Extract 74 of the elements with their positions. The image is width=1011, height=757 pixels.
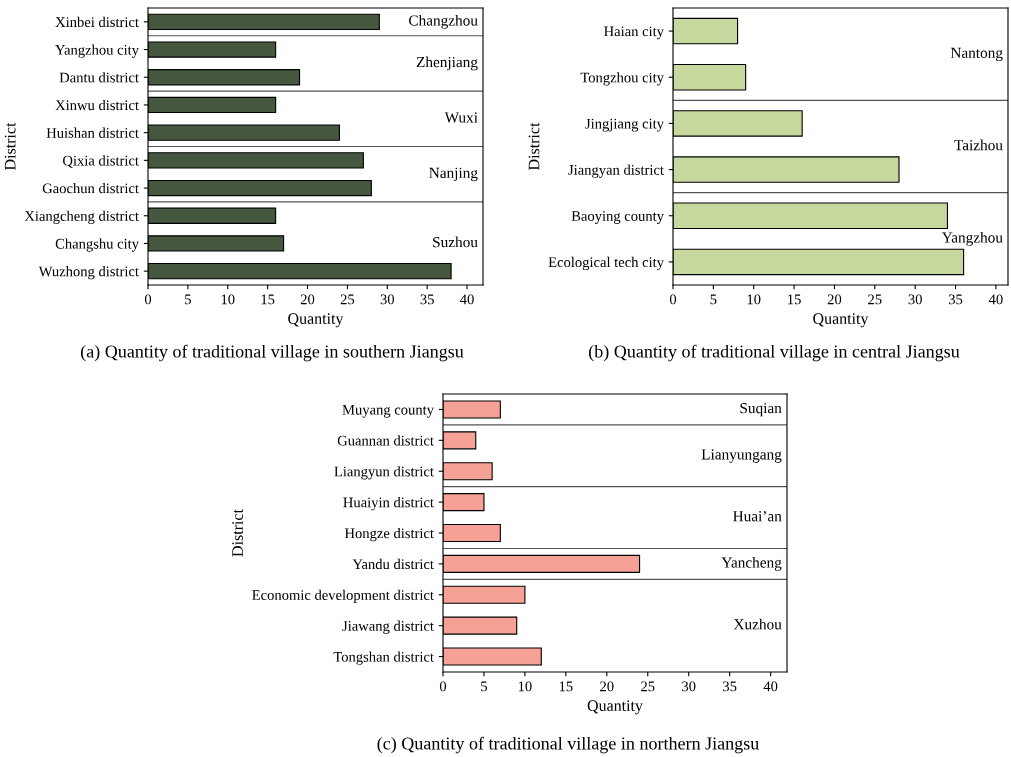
x-tick-label: 40 (460, 294, 474, 305)
x-tick-label: 30 (682, 681, 696, 692)
x-tick-label: 30 (380, 294, 395, 305)
y-tick-label: Hongze district (344, 527, 434, 542)
y-tick-label: Yandu district (352, 558, 434, 570)
annotation: Changzhou (409, 14, 478, 29)
annotation: Zhenjiang (416, 56, 478, 71)
y-tick-label: Yangzhou city (55, 44, 139, 58)
x-tick-label: 10 (747, 294, 761, 305)
y-tick-label: Dantu district (59, 72, 139, 83)
x-tick-label: 30 (908, 294, 922, 305)
annotation: Suzhou (433, 236, 478, 248)
x-tick-label: 20 (600, 681, 614, 692)
y-tick-label: Ecological tech city (548, 256, 664, 271)
x-tick-label: 0 (144, 294, 152, 305)
x-tick-label: 25 (868, 294, 882, 305)
x-axis-title: Quantity (288, 313, 344, 328)
text: (c) Quantity of traditional village in northern Jiangsu (377, 736, 759, 754)
annotation: Yangzhou (941, 231, 1003, 246)
y-tick-label: Jiangyan district (568, 164, 664, 178)
x-axis-title: Quantity (813, 313, 869, 328)
annotation: Nanjing (429, 167, 478, 182)
annotation: Yancheng (721, 556, 782, 571)
annotation: Taizhou (954, 139, 1003, 151)
x-tick-label: 25 (641, 681, 655, 692)
y-tick-label: Xinwu district (55, 99, 139, 111)
y-tick-label: Haian city (604, 26, 664, 40)
text: (a) Quantity of traditional village in southern Jiangsu (80, 344, 464, 362)
x-tick-label: 10 (518, 681, 532, 692)
x-tick-label: 0 (439, 681, 447, 692)
y-tick-label: Xiangcheng district (24, 210, 139, 224)
y-axis-title: District (528, 122, 540, 170)
y-tick-label: Economic development district (252, 589, 434, 603)
annotation: Wuxi (444, 112, 478, 123)
y-tick-label: Wuzhong district (38, 266, 139, 280)
x-tick-label: 35 (420, 294, 434, 305)
x-tick-label: 0 (669, 294, 677, 305)
x-tick-label: 35 (948, 294, 963, 305)
y-tick-label: Huaiyin district (343, 497, 434, 511)
x-tick-label: 40 (763, 681, 778, 692)
x-tick-label: 25 (340, 294, 355, 305)
y-tick-label: Huishan district (46, 127, 139, 138)
y-tick-label: Tongzhou city (580, 72, 664, 86)
y-axis-title: District (232, 509, 243, 557)
y-tick-label: Tongshan district (333, 651, 434, 665)
x-axis-title: Quantity (587, 700, 643, 715)
y-tick-label: Jingjiang city (585, 118, 664, 132)
annotation: Xuzhou (733, 618, 782, 630)
y-tick-label: Changshu city (55, 238, 139, 252)
annotation: Suqian (740, 403, 782, 417)
y-tick-label: Qixia district (63, 155, 139, 168)
x-tick-label: 5 (710, 294, 717, 305)
y-axis-title: District (4, 122, 16, 170)
x-tick-label: 5 (481, 681, 488, 692)
x-tick-label: 35 (723, 681, 737, 692)
annotation: Huai’an (733, 511, 782, 522)
x-tick-label: 15 (788, 294, 801, 305)
annotation: Lianyungang (701, 449, 782, 463)
text: (b) Quantity of traditional village in central Jiangsu (589, 344, 960, 362)
y-tick-label: Baoying county (571, 211, 664, 224)
x-tick-label: 15 (261, 294, 275, 305)
y-tick-label: Liangyun district (334, 466, 434, 480)
y-tick-label: Jiawang district (342, 620, 434, 634)
x-tick-label: 15 (559, 681, 573, 692)
x-tick-label: 20 (827, 294, 842, 305)
x-tick-label: 10 (221, 294, 235, 305)
y-tick-label: Muyang county (342, 404, 434, 418)
y-tick-label: Guannan district (337, 435, 434, 446)
y-tick-label: Xinbei district (55, 16, 139, 28)
annotation: Nantong (950, 47, 1003, 62)
x-tick-label: 5 (185, 294, 191, 305)
x-tick-label: 40 (988, 294, 1003, 305)
x-tick-label: 20 (300, 294, 315, 305)
y-tick-label: Gaochun district (42, 182, 139, 194)
